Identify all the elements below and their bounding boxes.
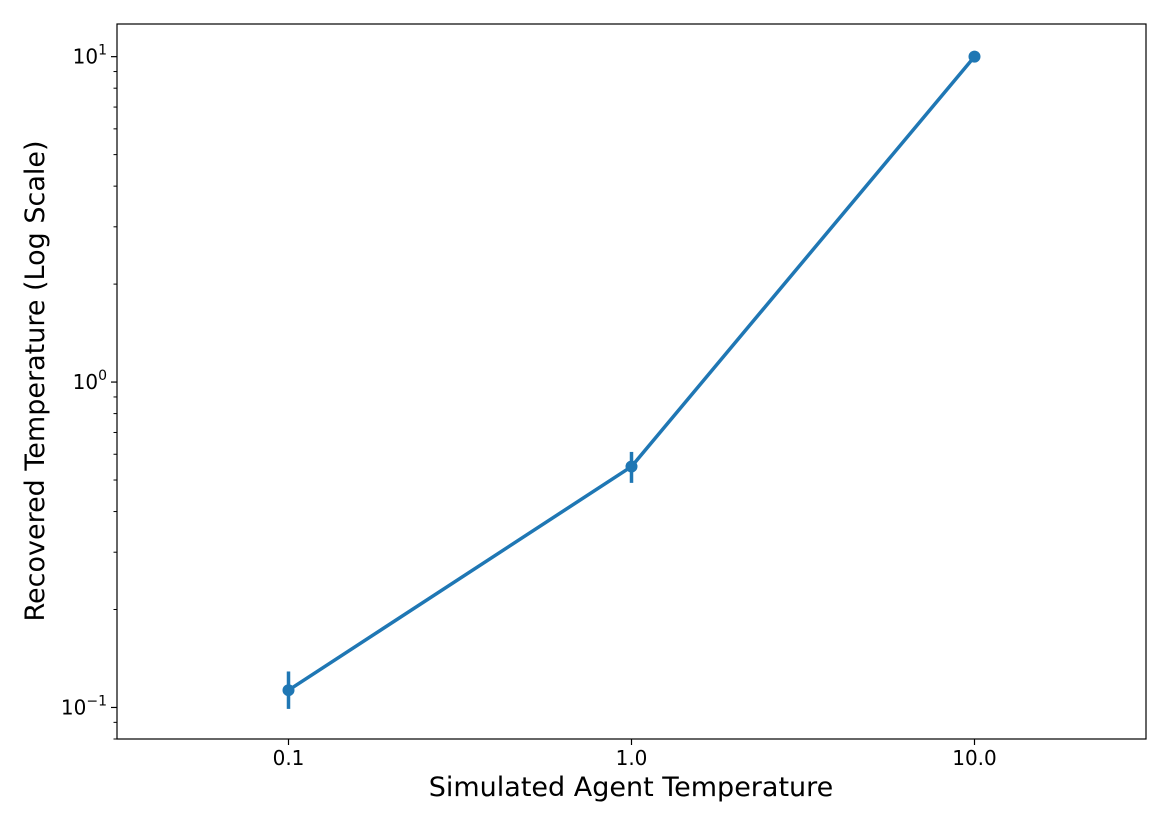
y-axis-label: Recovered Temperature (Log Scale) — [20, 140, 51, 621]
y-tick-label: 101 — [73, 43, 107, 69]
x-tick-label: 10.0 — [952, 746, 997, 770]
x-tick-label: 0.1 — [273, 746, 305, 770]
plot-area-frame — [116, 23, 1147, 740]
x-axis-ticks: 0.1 1.0 10.0 — [273, 739, 997, 770]
data-point — [282, 684, 295, 697]
y-tick-label: 10−1 — [61, 693, 107, 719]
data-point — [968, 50, 981, 63]
x-axis-label: Simulated Agent Temperature — [429, 772, 834, 803]
series-line — [287, 55, 976, 692]
y-tick-label: 100 — [73, 368, 107, 394]
y-axis-ticks: 10−1 100 101 — [61, 43, 117, 719]
data-point — [625, 460, 638, 473]
series-layer — [282, 50, 981, 709]
x-tick-label: 1.0 — [616, 746, 648, 770]
